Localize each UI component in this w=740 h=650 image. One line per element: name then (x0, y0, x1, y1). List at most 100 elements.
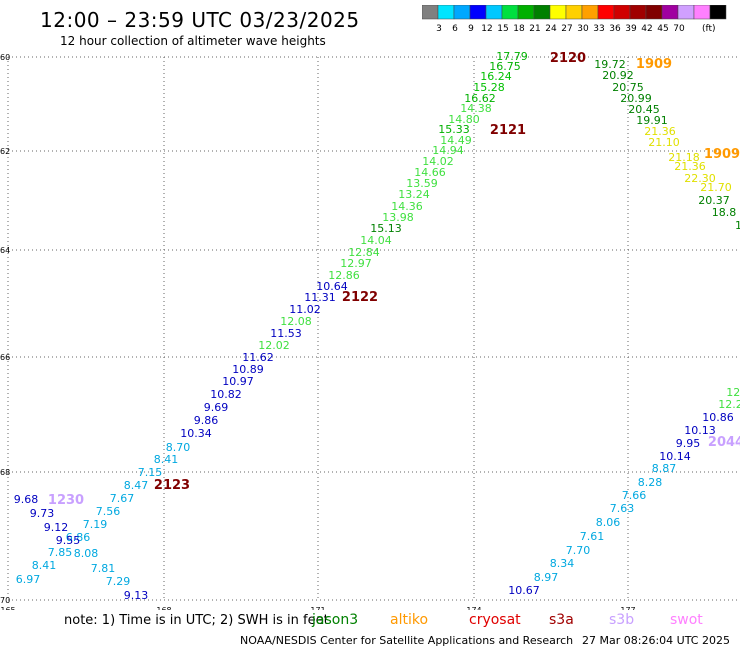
wave-height-reading: 11.53 (270, 327, 302, 340)
scale-tick-label: 15 (497, 24, 508, 34)
longitude-tick-label: 174 (466, 606, 481, 610)
longitude-tick-label: 165 (0, 606, 15, 610)
scale-unit-label: (ft) (702, 24, 716, 34)
wave-height-reading: 9.68 (14, 493, 39, 506)
scale-tick-label: 39 (625, 24, 637, 34)
pass-id-label: 2044 (708, 435, 740, 450)
wave-height-reading: 10.67 (508, 584, 540, 597)
latitude-tick-label: 64 (0, 246, 10, 255)
latitude-tick-label: 62 (0, 147, 10, 156)
wave-height-reading: 17.79 (496, 50, 528, 63)
pass-id-label: 2122 (342, 290, 378, 305)
latitude-tick-label: 60 (0, 53, 10, 62)
wave-height-reading: 6.86 (66, 531, 91, 544)
scale-tick-label: 12 (481, 24, 492, 34)
scale-tick-label: 24 (545, 24, 557, 34)
wave-height-reading: 21.18 (668, 151, 700, 164)
wave-height-reading: 14.04 (360, 234, 392, 247)
wave-height-reading: 10.82 (210, 388, 242, 401)
longitude-tick-label: 177 (620, 606, 635, 610)
wave-height-reading: 7.19 (83, 518, 108, 531)
wave-height-reading: 14.49 (440, 134, 472, 147)
wave-height-reading: 16.62 (464, 92, 496, 105)
wave-height-reading: 15.33 (438, 123, 470, 136)
wave-height-reading: 7.81 (91, 562, 116, 575)
wave-height-reading: 20.37 (698, 194, 730, 207)
wave-height-reading: 12.97 (340, 257, 372, 270)
wave-height-reading: 20.45 (628, 103, 660, 116)
wave-height-reading: 21.36 (644, 125, 676, 138)
scale-tick-label: 21 (529, 24, 540, 34)
wave-height-reading: 8.97 (534, 571, 559, 584)
wave-height-reading: 12.08 (280, 315, 312, 328)
wave-height-reading: 19.91 (636, 114, 668, 127)
pass-id-label: 2121 (490, 123, 526, 138)
wave-height-reading: 8.28 (638, 476, 663, 489)
wave-height-reading: 7.67 (110, 492, 135, 505)
wave-height-reading: 21.36 (674, 160, 706, 173)
wave-height-reading: 7.15 (138, 466, 163, 479)
scale-tick-label: 30 (577, 24, 589, 34)
wave-height-reading: 6.97 (16, 573, 41, 586)
pass-id-label: 1909 (636, 57, 672, 72)
wave-height-reading: 10.86 (702, 411, 734, 424)
wave-height-reading: 14.80 (448, 113, 480, 126)
wave-height-reading: 20.99 (620, 92, 652, 105)
scale-tick-label: 6 (452, 24, 458, 34)
scale-tick-label: 36 (609, 24, 621, 34)
wave-height-reading: 11.62 (242, 351, 274, 364)
wave-height-reading: 9.55 (56, 534, 81, 547)
wave-height-reading: 8.87 (652, 462, 677, 475)
color-scale-legend: 3 6 9 12 15 18 21 24 27 30 33 36 39 42 45 70 (ft) (422, 5, 727, 34)
wave-height-reading: 7.56 (96, 505, 121, 518)
latitude-tick-label: 66 (0, 353, 10, 362)
wave-height-reading: 7.29 (106, 575, 131, 588)
wave-height-reading: 14.94 (432, 144, 464, 157)
wave-height-reading: 12. (726, 386, 740, 399)
satellite-cryosat: cryosat (469, 612, 521, 628)
wave-height-map: 16516817117417760626466687017.7916.7516.… (0, 50, 740, 610)
wave-height-reading: 8.41 (32, 559, 57, 572)
wave-height-reading: 12.86 (328, 269, 360, 282)
wave-height-reading: 12.23 (718, 398, 740, 411)
wave-height-reading: 14.02 (422, 155, 454, 168)
scale-tick-label: 70 (673, 24, 685, 34)
scale-swatch (709, 5, 727, 20)
scale-tick-label: 18 (513, 24, 525, 34)
wave-height-reading: 21.10 (648, 136, 680, 149)
scale-tick-label: 9 (468, 24, 474, 34)
wave-height-reading: 19.72 (594, 58, 626, 71)
wave-height-reading: 21.70 (700, 181, 732, 194)
wave-height-reading: 9.86 (194, 414, 219, 427)
satellite-altiko: altiko (390, 612, 429, 628)
wave-height-reading: 10.64 (316, 280, 348, 293)
wave-height-reading: 13.24 (398, 188, 430, 201)
wave-height-reading: 15.28 (473, 81, 505, 94)
generation-timestamp: 27 Mar 08:26:04 UTC 2025 (582, 634, 730, 647)
satellite-s3a: s3a (549, 612, 574, 628)
longitude-tick-label: 168 (156, 606, 171, 610)
wave-height-reading: 14.36 (391, 200, 423, 213)
satellite-s3b: s3b (609, 612, 635, 628)
wave-height-reading: 15.13 (370, 222, 402, 235)
scale-tick-label: 27 (561, 24, 572, 34)
wave-height-reading: 13.98 (382, 211, 414, 224)
wave-height-reading: 10.14 (659, 450, 691, 463)
satellite-swot: swot (670, 612, 703, 628)
map-title: 12:00 – 23:59 UTC 03/23/2025 (40, 8, 360, 32)
wave-height-reading: 20.92 (602, 69, 634, 82)
pass-id-label: 1909 (704, 147, 740, 162)
wave-height-reading: 7.66 (622, 489, 647, 502)
wave-height-reading: 12.02 (258, 339, 290, 352)
latitude-tick-label: 68 (0, 468, 10, 477)
credit-line: NOAA/NESDIS Center for Satellite Applica… (240, 634, 574, 647)
wave-height-reading: 8.34 (550, 557, 575, 570)
wave-height-reading: 11.31 (304, 291, 336, 304)
pass-id-label: 2120 (550, 51, 586, 66)
wave-height-reading: 9.13 (124, 589, 149, 602)
wave-height-reading: 16.24 (480, 70, 512, 83)
wave-height-reading: 7.61 (580, 530, 605, 543)
wave-height-reading: 9.69 (204, 401, 229, 414)
wave-height-reading: 11.02 (289, 303, 321, 316)
wave-height-reading: 18 (735, 219, 740, 232)
